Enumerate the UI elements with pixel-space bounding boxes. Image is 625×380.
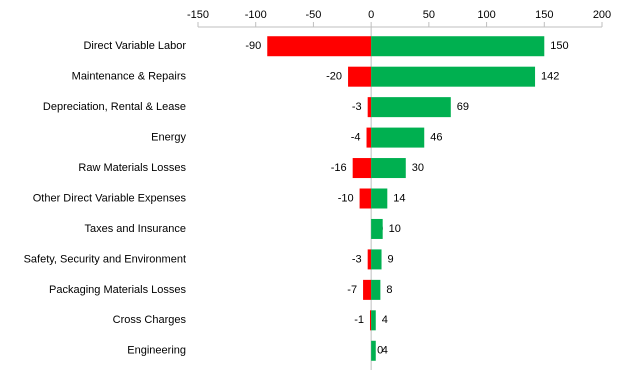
y-tick-label: Safety, Security and Environment	[24, 253, 186, 265]
bar	[366, 127, 372, 148]
x-tick-label: -150	[187, 9, 209, 21]
bar	[352, 158, 372, 179]
bar	[369, 310, 372, 331]
bar	[371, 279, 381, 300]
data-label: -1	[354, 314, 364, 326]
data-label: -4	[351, 131, 361, 143]
x-tick-label: 150	[535, 9, 553, 21]
data-label: 10	[389, 223, 401, 235]
bar	[371, 188, 388, 209]
data-label: -10	[338, 192, 354, 204]
y-tick-label: Other Direct Variable Expenses	[33, 192, 187, 204]
data-label: 8	[386, 284, 392, 296]
y-tick-label: Taxes and Insurance	[84, 223, 186, 235]
bar	[371, 127, 425, 148]
y-tick-label: Depreciation, Rental & Lease	[43, 101, 186, 113]
y-tick-label: Packaging Materials Losses	[49, 284, 186, 296]
data-label: -3	[352, 101, 362, 113]
data-label: 142	[541, 71, 559, 83]
bar	[371, 97, 451, 118]
bar	[371, 158, 406, 179]
data-label: -20	[326, 71, 342, 83]
bar	[371, 66, 536, 87]
y-tick-label: Maintenance & Repairs	[72, 71, 187, 83]
bar	[363, 279, 372, 300]
data-label: 69	[457, 101, 469, 113]
data-label: 9	[388, 253, 394, 265]
data-label: -16	[331, 162, 347, 174]
x-tick-label: -50	[305, 9, 321, 21]
x-tick-label: -100	[245, 9, 267, 21]
bar	[359, 188, 372, 209]
y-tick-label: Direct Variable Labor	[83, 40, 186, 52]
y-tick-label: Energy	[151, 131, 186, 143]
x-tick-label: 100	[477, 9, 495, 21]
bar	[267, 36, 372, 57]
bar	[348, 66, 372, 87]
data-label: -3	[352, 253, 362, 265]
bar	[371, 218, 383, 239]
x-tick-label: 200	[593, 9, 611, 21]
bar	[367, 97, 372, 118]
bar	[371, 36, 545, 57]
data-label: 150	[550, 40, 568, 52]
y-tick-label: Raw Materials Losses	[78, 162, 186, 174]
x-tick-label: 50	[423, 9, 435, 21]
data-label: 4	[382, 345, 388, 357]
bar	[371, 310, 376, 331]
data-label: 46	[430, 131, 442, 143]
data-label: -90	[245, 40, 261, 52]
bar	[367, 249, 372, 270]
data-label: 30	[412, 162, 424, 174]
data-label: 4	[382, 314, 388, 326]
data-label: -7	[347, 284, 357, 296]
bar	[371, 340, 376, 361]
data-label: 0	[377, 345, 383, 357]
y-tick-label: Cross Charges	[113, 314, 187, 326]
bar	[371, 249, 382, 270]
data-label: 14	[393, 192, 405, 204]
x-tick-label: 0	[368, 9, 374, 21]
y-tick-label: Engineering	[127, 345, 186, 357]
